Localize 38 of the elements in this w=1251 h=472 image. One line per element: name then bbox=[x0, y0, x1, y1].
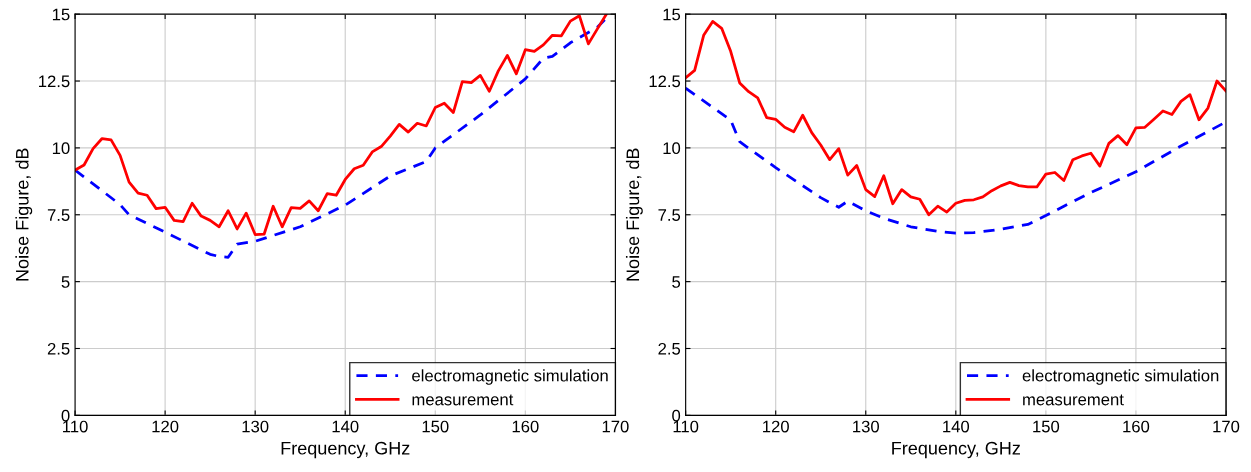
y-tick-label: 0 bbox=[61, 409, 70, 422]
legend-label: measurement bbox=[1023, 394, 1124, 406]
y-tick-label: 2.5 bbox=[658, 342, 681, 355]
line-series bbox=[685, 19, 1226, 217]
x-tick-label: 150 bbox=[422, 420, 449, 433]
x-tick-label: 130 bbox=[242, 420, 269, 433]
y-tick-label: 2.5 bbox=[47, 342, 70, 355]
y-tick-label: 15 bbox=[663, 8, 681, 21]
line-series bbox=[685, 86, 1226, 235]
x-tick-label: 170 bbox=[1213, 420, 1240, 433]
y-axis-title: Noise Figure, dB bbox=[15, 148, 33, 281]
legend-label: electromagnetic simulation bbox=[412, 369, 608, 385]
x-tick-label: 160 bbox=[512, 420, 539, 433]
y-tick-label: 12.5 bbox=[649, 75, 681, 88]
x-tick-label: 120 bbox=[763, 420, 789, 433]
y-tick-label: 12.5 bbox=[39, 75, 70, 88]
x-tick-label: 170 bbox=[602, 420, 629, 433]
x-tick-label: 140 bbox=[332, 420, 359, 433]
x-tick-label: 120 bbox=[152, 420, 179, 433]
x-tick-label: 110 bbox=[63, 420, 88, 433]
x-tick-label: 110 bbox=[673, 420, 699, 433]
y-tick-label: 10 bbox=[663, 142, 681, 155]
x-axis-title: Frequency, GHz bbox=[281, 441, 410, 459]
x-tick-label: 160 bbox=[1123, 420, 1150, 433]
legend-label: electromagnetic simulation bbox=[1022, 369, 1219, 385]
x-tick-label: 130 bbox=[853, 420, 880, 433]
x-tick-label: 140 bbox=[943, 420, 970, 433]
y-tick-label: 15 bbox=[52, 8, 70, 21]
x-axis-title: Frequency, GHz bbox=[892, 441, 1020, 459]
y-tick-label: 10 bbox=[52, 142, 70, 155]
y-tick-label: 5 bbox=[672, 276, 681, 288]
y-tick-label: 0 bbox=[672, 409, 681, 422]
y-axis-title: Noise Figure, dB bbox=[625, 148, 643, 281]
legend-label: measurement bbox=[412, 394, 514, 406]
y-tick-label: 5 bbox=[61, 276, 70, 288]
x-tick-label: 150 bbox=[1033, 420, 1060, 433]
y-tick-label: 7.5 bbox=[658, 209, 681, 221]
y-tick-label: 7.5 bbox=[47, 209, 70, 221]
